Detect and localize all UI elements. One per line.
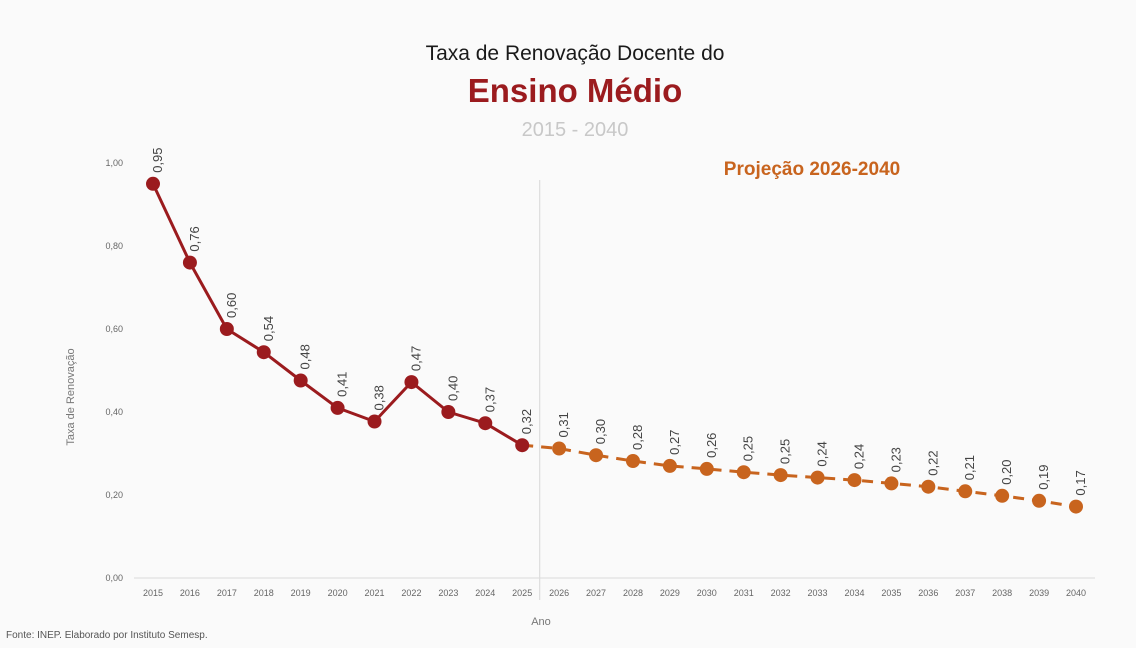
data-label-projection: 0,30	[593, 419, 608, 444]
y-tick-label: 0,20	[105, 490, 123, 500]
data-label-projection: 0,23	[888, 447, 903, 472]
data-point-projection	[699, 461, 714, 476]
chart-subtitle: 2015 - 2040	[521, 119, 629, 141]
x-tick-label: 2016	[180, 588, 200, 598]
data-point-historical	[330, 400, 345, 415]
source-note: Fonte: INEP. Elaborado por Instituto Sem…	[6, 630, 208, 641]
x-tick-label: 2025	[512, 588, 532, 598]
data-point-projection	[884, 476, 899, 491]
x-tick-label: 2022	[401, 588, 421, 598]
data-point-projection	[995, 488, 1010, 503]
y-tick-label: 0,00	[105, 573, 123, 583]
data-point-projection	[662, 458, 677, 473]
x-tick-label: 2024	[475, 588, 495, 598]
series-line-projection	[522, 443, 1077, 509]
data-label-historical: 0,60	[224, 293, 239, 318]
chart-title: Taxa de Renovação Docente do	[425, 42, 725, 65]
x-tick-label: 2037	[955, 588, 975, 598]
data-label-historical: 0,76	[187, 226, 202, 251]
data-label-historical: 0,48	[298, 344, 313, 369]
data-label-projection: 0,19	[1036, 464, 1051, 489]
data-label-historical: 0,95	[150, 147, 165, 172]
x-tick-label: 2020	[328, 588, 348, 598]
x-tick-label: 2035	[881, 588, 901, 598]
data-label-projection: 0,25	[778, 439, 793, 464]
x-tick-label: 2036	[918, 588, 938, 598]
data-point-projection	[958, 484, 973, 499]
data-point-historical	[256, 345, 271, 360]
y-tick-label: 1,00	[105, 158, 123, 168]
x-tick-label: 2031	[734, 588, 754, 598]
data-point-historical	[367, 414, 382, 429]
data-label-historical: 0,54	[261, 316, 276, 341]
x-tick-label: 2034	[844, 588, 864, 598]
x-tick-label: 2028	[623, 588, 643, 598]
data-label-projection: 0,17	[1073, 470, 1088, 495]
data-point-projection	[921, 479, 936, 494]
data-point-projection	[552, 441, 567, 456]
data-label-projection: 0,25	[741, 436, 756, 461]
x-tick-label: 2032	[771, 588, 791, 598]
data-label-historical: 0,32	[519, 409, 534, 434]
x-tick-label: 2017	[217, 588, 237, 598]
data-label-historical: 0,41	[335, 372, 350, 397]
data-label-projection: 0,31	[556, 412, 571, 437]
projection-annotation: Projeção 2026-2040	[724, 159, 900, 180]
data-point-projection	[810, 470, 825, 485]
y-tick-label: 0,80	[105, 241, 123, 251]
data-label-projection: 0,20	[999, 459, 1014, 484]
data-point-projection	[625, 454, 640, 468]
data-point-historical	[146, 176, 160, 191]
data-point-historical	[182, 255, 197, 270]
x-tick-label: 2019	[291, 588, 311, 598]
data-label-historical: 0,38	[372, 385, 387, 410]
x-tick-label: 2040	[1066, 588, 1086, 598]
x-tick-label: 2021	[365, 588, 385, 598]
data-point-historical	[404, 375, 419, 390]
x-tick-label: 2026	[549, 588, 569, 598]
data-label-projection: 0,22	[925, 450, 940, 475]
x-tick-label: 2030	[697, 588, 717, 598]
data-point-historical	[293, 373, 308, 388]
data-label-projection: 0,26	[704, 433, 719, 458]
x-tick-label: 2018	[254, 588, 274, 598]
x-axis-title: Ano	[531, 616, 551, 628]
data-point-projection	[589, 448, 604, 463]
data-point-projection	[773, 468, 788, 483]
data-label-projection: 0,27	[667, 430, 682, 455]
data-label-historical: 0,47	[408, 346, 423, 371]
x-tick-label: 2029	[660, 588, 680, 598]
x-tick-label: 2039	[1029, 588, 1049, 598]
data-label-projection: 0,24	[815, 441, 830, 466]
data-point-historical	[219, 322, 234, 336]
y-tick-label: 0,40	[105, 407, 123, 417]
x-tick-label: 2027	[586, 588, 606, 598]
chart-title-highlight: Ensino Médio	[467, 72, 683, 109]
y-tick-label: 0,60	[105, 324, 123, 334]
data-label-projection: 0,28	[630, 425, 645, 450]
y-axis-title: Taxa de Renovação	[65, 348, 77, 445]
x-tick-label: 2023	[438, 588, 458, 598]
x-tick-label: 2015	[143, 588, 163, 598]
data-point-projection	[847, 473, 862, 488]
data-label-historical: 0,40	[445, 376, 460, 401]
data-point-historical	[478, 416, 493, 431]
data-label-projection: 0,21	[962, 455, 977, 480]
data-point-historical	[515, 438, 530, 453]
x-tick-label: 2033	[808, 588, 828, 598]
data-point-projection	[1069, 499, 1083, 514]
data-point-historical	[441, 405, 456, 419]
data-label-historical: 0,37	[482, 387, 497, 412]
data-point-projection	[1032, 493, 1047, 508]
data-label-projection: 0,24	[852, 444, 867, 469]
x-tick-label: 2038	[992, 588, 1012, 598]
data-point-projection	[736, 465, 751, 480]
